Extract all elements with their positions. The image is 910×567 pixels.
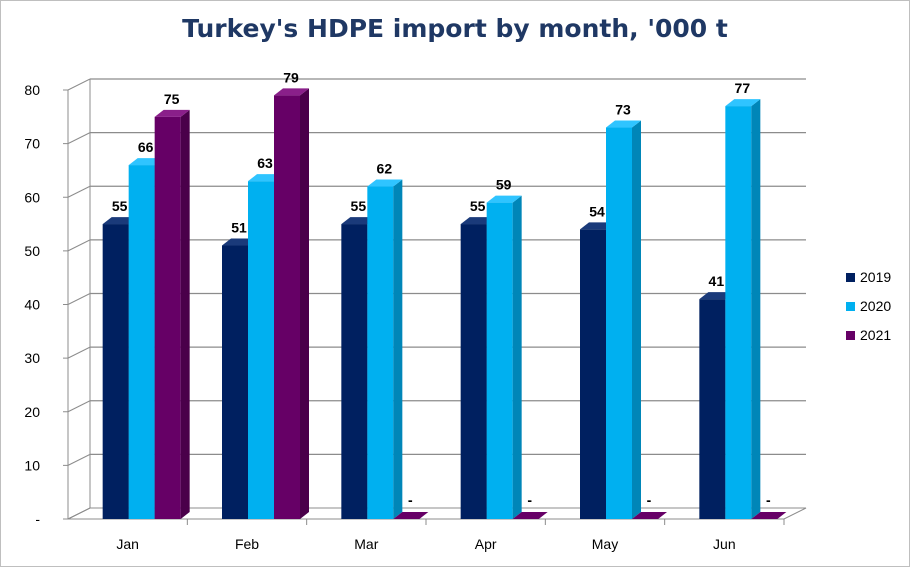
x-tick-label: Mar: [354, 536, 378, 552]
bar-front: [367, 186, 394, 519]
data-label: 63: [257, 155, 273, 171]
data-label: -: [766, 492, 771, 508]
bar-front: [341, 224, 368, 519]
bar: [367, 179, 403, 519]
y-tick-label: 40: [24, 297, 40, 313]
bar-side: [632, 120, 641, 519]
x-tick-label: Apr: [475, 536, 497, 552]
data-label: -: [408, 492, 413, 508]
bar-side: [393, 179, 403, 519]
bar: [154, 109, 190, 519]
gridline-side: [67, 239, 91, 252]
chart-title: Turkey's HDPE import by month, '000 t: [182, 14, 728, 43]
bar-front: [460, 224, 487, 519]
bar-side: [300, 88, 309, 520]
gridline-side: [67, 507, 91, 520]
data-label: 55: [351, 198, 367, 214]
labels-layer: Jan 55 66 75 Feb 51 63 79 Mar 55 62 - Apr 55 59 - May 54 7…: [112, 69, 771, 552]
y-tick-label: 70: [24, 136, 40, 152]
bar-front: [486, 202, 513, 520]
bar-zero: [751, 512, 787, 519]
bar-side: [751, 99, 761, 520]
legend-label: 2020: [860, 298, 891, 314]
x-tick-label: Jun: [713, 536, 736, 552]
data-label: 55: [112, 198, 128, 214]
bars-layer: [102, 88, 787, 520]
legend-label: 2021: [860, 327, 891, 343]
gridline-side: [67, 78, 91, 91]
data-label: 51: [231, 220, 247, 236]
bar-side: [180, 109, 190, 519]
x-tick-label: Feb: [235, 536, 259, 552]
data-label: 41: [709, 273, 725, 289]
y-tick-label: 60: [24, 189, 40, 205]
data-label: 75: [164, 91, 180, 107]
data-label: 62: [377, 161, 393, 177]
gridline-side: [67, 453, 91, 466]
gridline-side: [67, 293, 91, 305]
bar-top: [606, 120, 641, 128]
x-tick-label: Jan: [116, 536, 139, 552]
gridline-side: [67, 132, 91, 145]
y-tick-label: 30: [24, 350, 40, 366]
y-tick-label: 50: [24, 243, 40, 259]
legend-swatch: [846, 273, 855, 282]
bar: [725, 99, 761, 520]
bar-front: [699, 299, 726, 519]
gridline-side: [67, 185, 91, 198]
data-label: -: [647, 492, 652, 508]
legend: 2019 2020 2021: [846, 269, 891, 343]
bar-front: [154, 116, 181, 519]
y-tick-label: 80: [24, 82, 40, 98]
gridline-side: [67, 346, 91, 359]
y-tick-label: 10: [24, 457, 40, 473]
bar-front: [222, 245, 248, 519]
bar-zero: [393, 512, 429, 519]
gridline-side: [67, 400, 91, 413]
data-label: 59: [496, 177, 512, 193]
bar: [274, 88, 309, 520]
bar: [486, 195, 522, 520]
bar-side: [512, 195, 522, 520]
bar-front: [580, 229, 606, 520]
bar: [606, 120, 641, 519]
bar-top: [154, 109, 190, 117]
data-label: 54: [589, 203, 605, 219]
bar-front: [102, 224, 129, 519]
bar-front: [128, 165, 155, 519]
y-tick-label: -: [35, 511, 40, 527]
bar-front: [606, 127, 632, 519]
legend-swatch: [846, 331, 855, 340]
data-label: -: [527, 492, 532, 508]
bar-zero: [512, 512, 548, 519]
bar-top: [486, 195, 522, 203]
bar-front: [248, 181, 274, 519]
y-tick-label: 20: [24, 404, 40, 420]
data-label: 79: [283, 69, 299, 85]
bar-top: [367, 179, 403, 187]
bar-top: [274, 88, 309, 96]
bar-zero: [632, 512, 667, 519]
bar-top: [725, 99, 761, 107]
data-label: 66: [138, 139, 154, 155]
data-label: 77: [735, 80, 751, 96]
bar-front: [274, 95, 300, 520]
bar-front: [725, 106, 752, 520]
x-tick-label: May: [592, 536, 618, 552]
legend-swatch: [846, 302, 855, 311]
data-label: 73: [615, 102, 631, 118]
data-label: 55: [470, 198, 486, 214]
legend-label: 2019: [860, 269, 891, 285]
